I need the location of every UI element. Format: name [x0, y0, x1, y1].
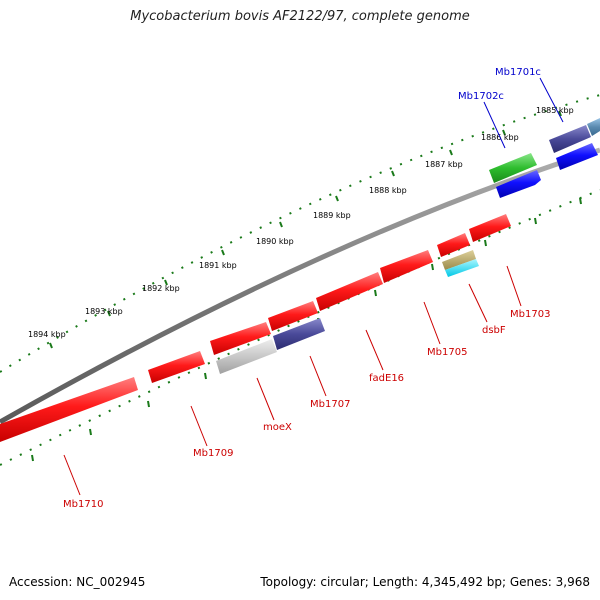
label-moeX[interactable]: moeX — [263, 422, 292, 433]
forward-strand-genes — [0, 214, 511, 442]
label-dsbF[interactable]: dsbF — [482, 325, 506, 336]
kbp-label: 1885 kbp — [536, 106, 574, 115]
gene-Mb1709[interactable] — [148, 351, 205, 383]
gene-Mb1707[interactable] — [268, 301, 318, 331]
label-Mb1701c[interactable]: Mb1701c — [495, 67, 541, 78]
kbp-label: 1887 kbp — [425, 160, 463, 169]
gene-labels: Mb1701c Mb1702c Mb1703 dsbF Mb1705 fadE1… — [63, 67, 550, 510]
kbp-label: 1893 kbp — [85, 307, 123, 316]
leader-lines — [63, 77, 564, 496]
label-Mb1710[interactable]: Mb1710 — [63, 499, 103, 510]
gene-teal[interactable] — [587, 118, 600, 136]
kbp-label: 1888 kbp — [369, 186, 407, 195]
map-title: Mycobacterium bovis AF2122/97, complete … — [130, 9, 470, 24]
gene-fadE16[interactable] — [316, 272, 383, 311]
topology-text: Topology: circular; Length: 4,345,492 bp… — [260, 575, 590, 589]
gene-Mb1707-purple[interactable] — [273, 318, 325, 350]
label-fadE16[interactable]: fadE16 — [369, 373, 404, 384]
gene-dsbF[interactable] — [442, 250, 476, 270]
label-Mb1703[interactable]: Mb1703 — [510, 309, 550, 320]
outer-major-ticks — [49, 110, 562, 349]
gene-Mb1701c[interactable] — [549, 125, 591, 153]
gene-Mb1705[interactable] — [380, 250, 433, 283]
gene-small-red[interactable] — [437, 233, 470, 257]
kbp-label: 1892 kbp — [142, 284, 180, 293]
gene-blue-right[interactable] — [556, 143, 598, 170]
gene-dsbF-cyan[interactable] — [445, 259, 479, 277]
kbp-label: 1890 kbp — [256, 237, 294, 246]
gene-Mb1710[interactable] — [0, 377, 138, 442]
gene-Mb1703[interactable] — [469, 214, 511, 242]
label-Mb1705[interactable]: Mb1705 — [427, 347, 467, 358]
accession-text: Accession: NC_002945 — [9, 575, 146, 589]
gene-moeX-grey[interactable] — [216, 339, 277, 374]
gene-Mb1702c[interactable] — [489, 153, 537, 183]
label-Mb1702c[interactable]: Mb1702c — [458, 91, 504, 102]
gene-blue-lower[interactable] — [496, 170, 541, 198]
label-Mb1709[interactable]: Mb1709 — [193, 448, 233, 459]
label-Mb1707[interactable]: Mb1707 — [310, 399, 350, 410]
kbp-label: 1891 kbp — [199, 261, 237, 270]
gene-moeX[interactable] — [210, 322, 271, 355]
kbp-label: 1894 kbp — [28, 330, 66, 339]
reverse-strand-genes — [489, 118, 600, 198]
kbp-label: 1889 kbp — [313, 211, 351, 220]
